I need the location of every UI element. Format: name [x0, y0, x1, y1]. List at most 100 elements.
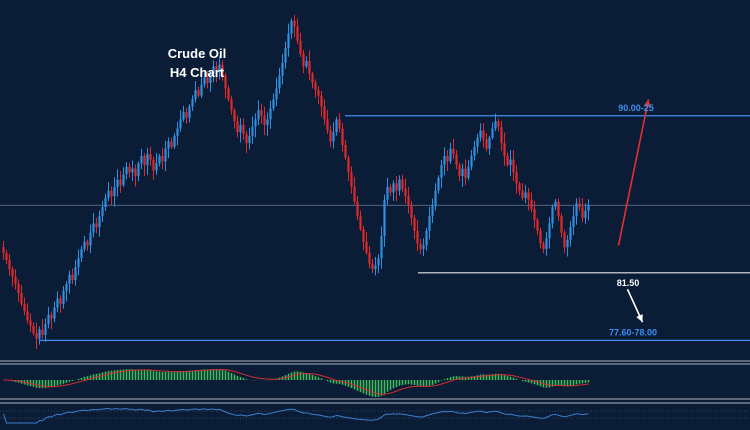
candle-body: [485, 139, 488, 149]
candle-body: [266, 119, 269, 125]
candle-body: [287, 33, 290, 49]
candle-body: [320, 95, 323, 107]
support-label: 81.50: [617, 278, 640, 288]
candle-body: [56, 298, 59, 308]
candle-body: [413, 218, 416, 231]
candle-body: [47, 314, 50, 324]
candle-body: [221, 64, 224, 76]
candle-body: [512, 159, 515, 173]
panel-separators: [0, 360, 750, 404]
candle-body: [242, 124, 245, 135]
candle-body: [11, 269, 14, 277]
candle-body: [473, 146, 476, 156]
candle-body: [515, 172, 518, 184]
candle-body: [527, 192, 530, 200]
candle-body: [116, 179, 119, 187]
candle-body: [575, 203, 578, 217]
candle-body: [176, 128, 179, 136]
candle-body: [245, 134, 248, 144]
candle-body: [308, 60, 311, 74]
candle-body: [290, 20, 293, 34]
candle-body: [101, 207, 104, 217]
candle-body: [359, 216, 362, 229]
candle-body: [218, 64, 221, 72]
candle-body: [386, 186, 389, 200]
candle-body: [482, 130, 485, 140]
chart-title: Crude Oil: [168, 46, 227, 61]
candle-body: [584, 210, 587, 219]
candle-body: [371, 263, 374, 270]
candle-body: [395, 183, 398, 191]
candle-body: [491, 128, 494, 138]
candle-body: [467, 166, 470, 178]
candle-body: [251, 126, 254, 136]
candle-body: [167, 141, 170, 149]
candle-body: [299, 40, 302, 54]
candle-body: [452, 148, 455, 155]
candle-body: [587, 205, 590, 211]
candle-body: [32, 325, 35, 334]
candle-body: [392, 183, 395, 193]
candle-body: [407, 196, 410, 206]
candle-body: [68, 274, 71, 284]
candle-body: [431, 205, 434, 217]
candle-body: [524, 192, 527, 198]
candle-body: [191, 99, 194, 107]
candle-body: [44, 323, 47, 335]
candles: [2, 14, 590, 350]
candle-body: [95, 223, 98, 228]
candle-body: [578, 203, 581, 208]
candle-body: [425, 230, 428, 246]
candle-body: [227, 88, 230, 100]
candle-body: [170, 141, 173, 147]
candle-body: [401, 179, 404, 189]
candle-body: [338, 119, 341, 129]
candle-body: [236, 121, 239, 133]
projection-arrows: [617, 99, 651, 323]
candle-body: [152, 159, 155, 171]
candle-body: [449, 148, 452, 162]
candle-body: [14, 276, 17, 284]
candle-body: [239, 124, 242, 133]
candle-body: [71, 274, 74, 281]
candle-body: [365, 241, 368, 253]
candle-body: [422, 245, 425, 250]
candle-body: [83, 241, 86, 250]
chart-subtitle: H4 Chart: [170, 65, 225, 80]
candle-body: [455, 154, 458, 166]
candle-body: [305, 60, 308, 67]
candle-body: [377, 258, 380, 266]
candle-body: [272, 99, 275, 109]
macd-panel: [3, 368, 590, 397]
candle-body: [443, 155, 446, 166]
candle-body: [329, 130, 332, 142]
candle-body: [98, 216, 101, 228]
candle-body: [131, 168, 134, 173]
candle-body: [149, 154, 152, 160]
candle-body: [182, 112, 185, 120]
candle-body: [233, 110, 236, 122]
resistance-label: 90.00-25: [618, 103, 654, 113]
candle-body: [41, 329, 44, 335]
candle-body: [59, 298, 62, 304]
candle-body: [572, 216, 575, 228]
candle-body: [530, 199, 533, 209]
candle-body: [428, 216, 431, 231]
candle-body: [197, 90, 200, 96]
candle-body: [545, 238, 548, 250]
candle-body: [341, 128, 344, 145]
candle-body: [560, 216, 563, 233]
candle-body: [398, 179, 401, 191]
candle-body: [548, 223, 551, 239]
candle-body: [86, 241, 89, 246]
up-arrow-head: [643, 99, 651, 108]
candle-body: [461, 168, 464, 177]
candle-body: [110, 190, 113, 197]
candle-body: [8, 260, 11, 270]
rsi-line: [3, 407, 589, 424]
candle-body: [143, 155, 146, 166]
candle-body: [350, 172, 353, 187]
candle-body: [536, 219, 539, 231]
candle-body: [137, 163, 140, 177]
